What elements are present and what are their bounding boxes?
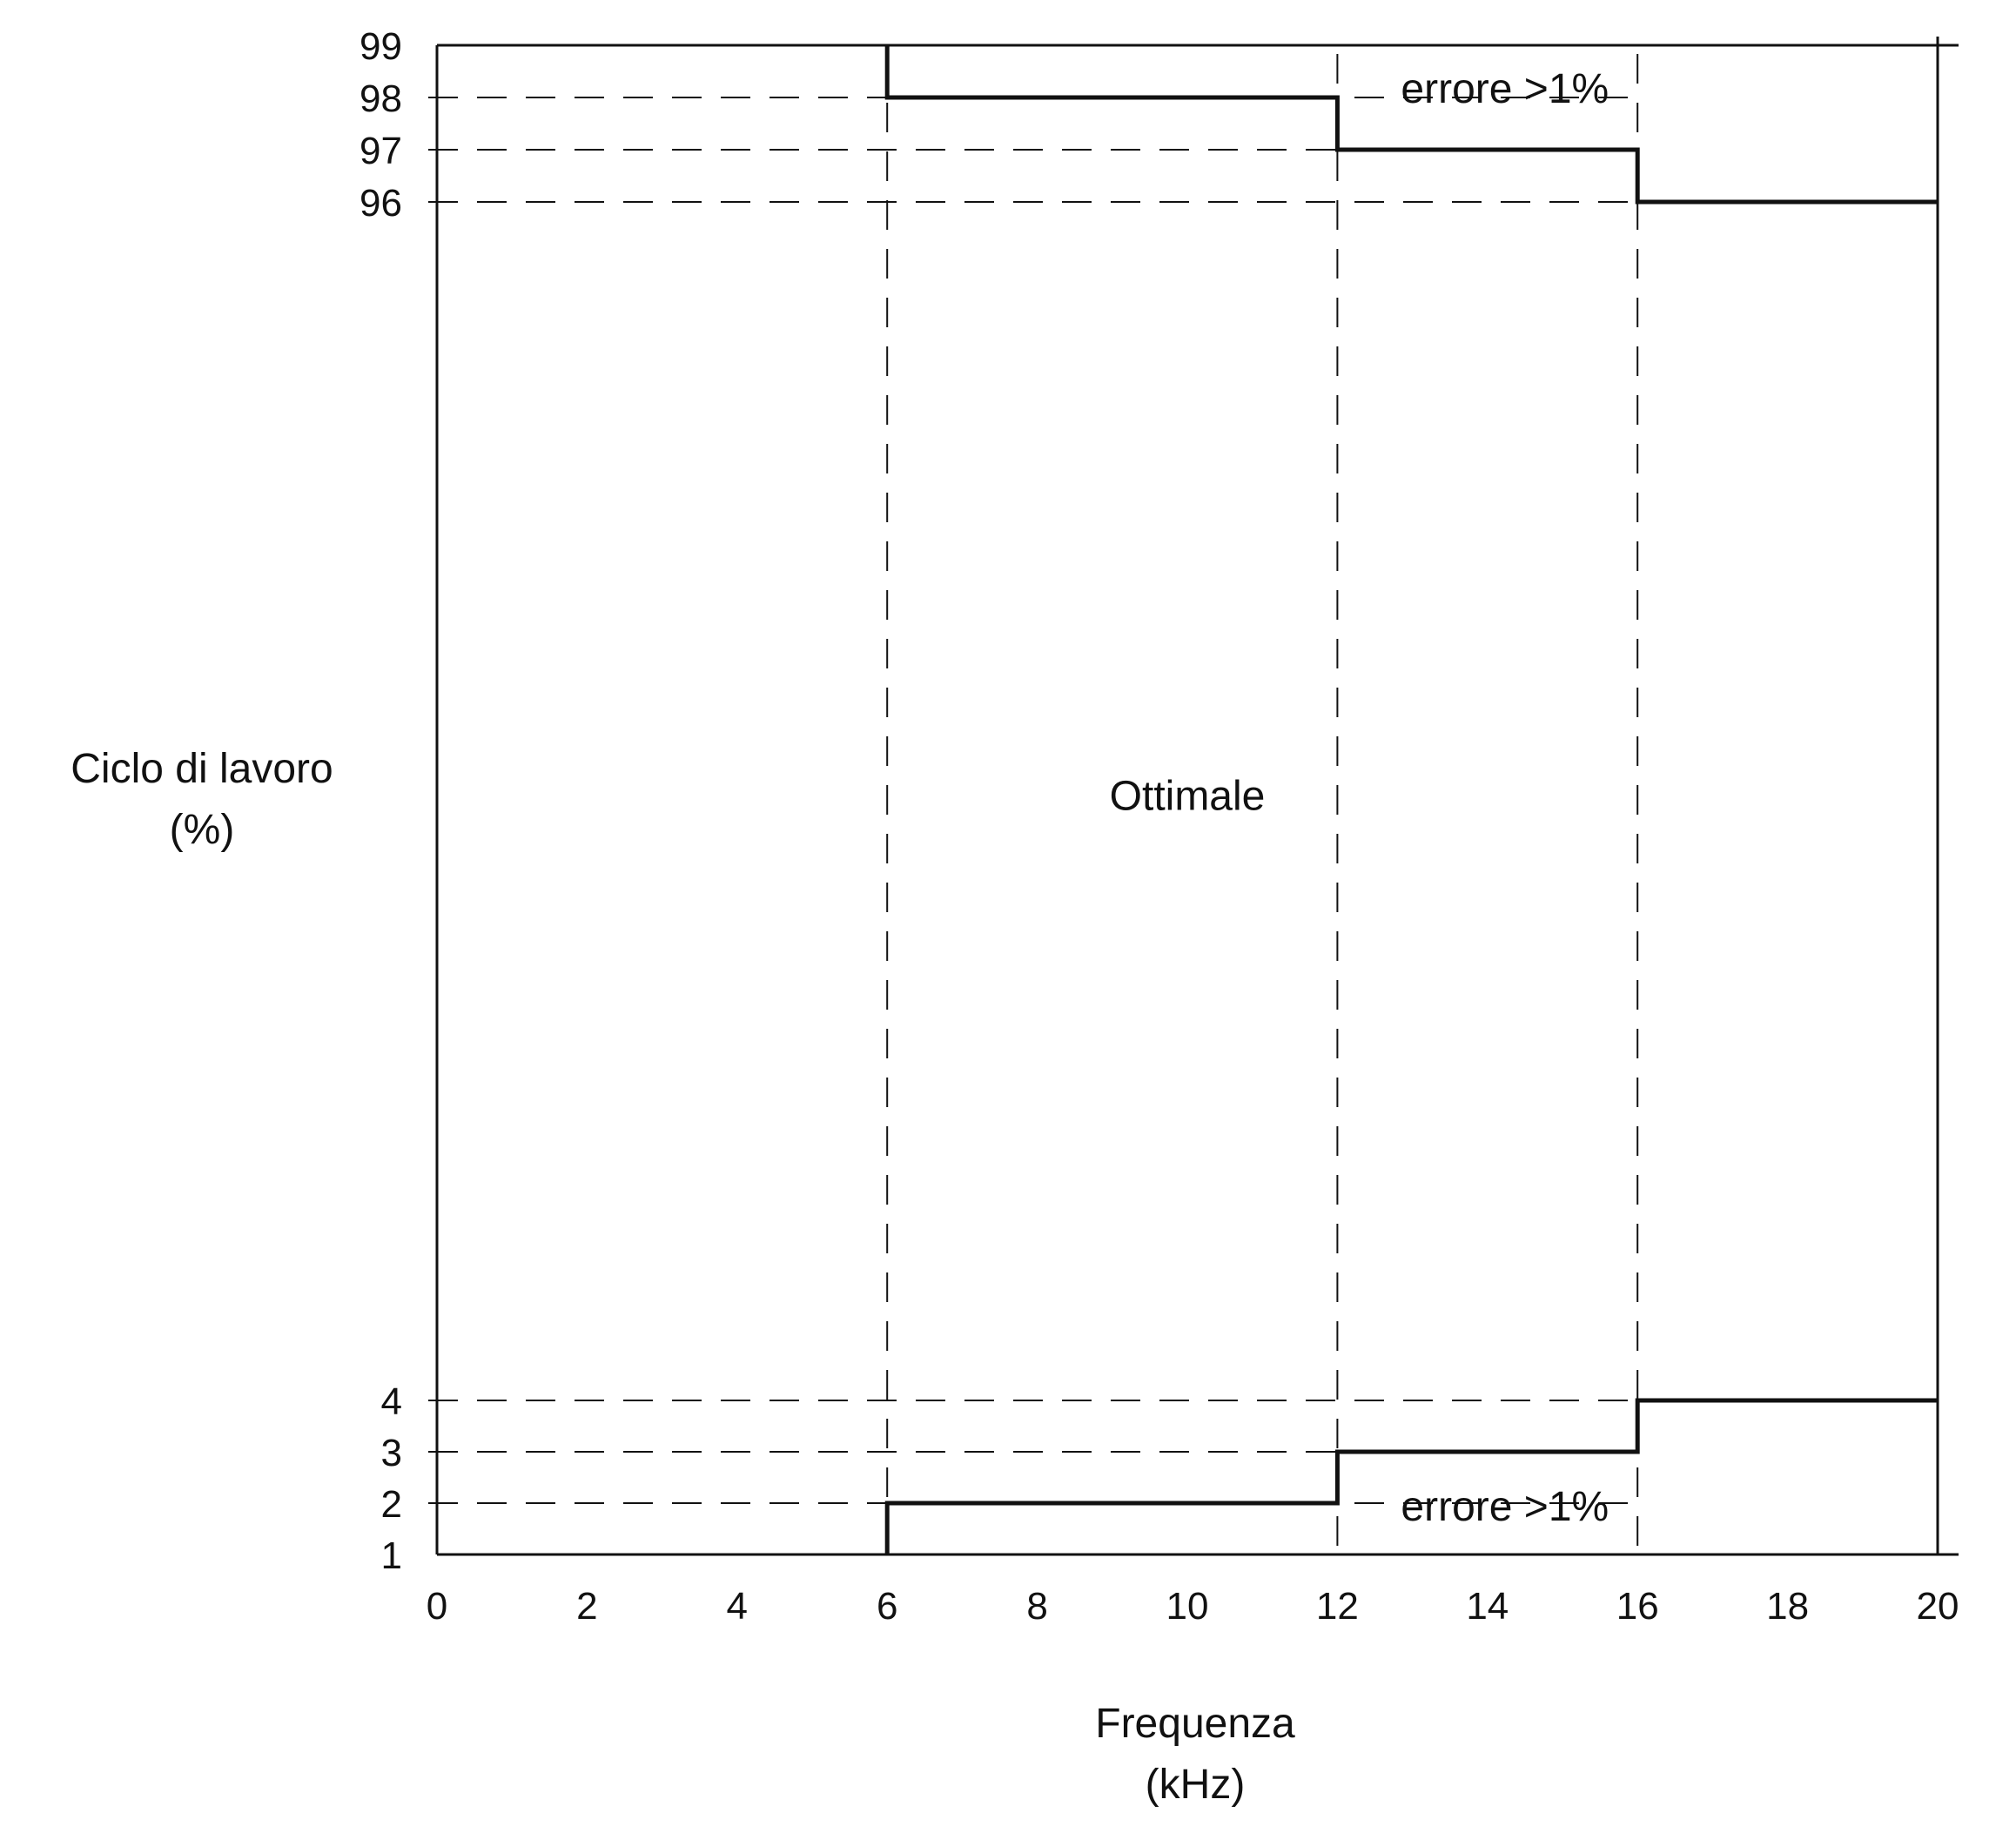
annotation-label: errore >1% <box>1401 1484 1609 1530</box>
x-tick-label: 4 <box>727 1585 748 1628</box>
x-tick-label: 2 <box>576 1585 597 1628</box>
upper-limit-line <box>884 45 1938 205</box>
x-tick-labels: 0 2 4 6 8 10 12 14 16 18 20 <box>427 1585 1959 1628</box>
y-tick-label: 4 <box>381 1380 402 1423</box>
x-axis-title-line-1: Frequenza <box>1095 1701 1295 1747</box>
y-tick-label: 3 <box>381 1432 402 1474</box>
x-tick-label: 20 <box>1917 1585 1959 1628</box>
y-axis-title-line-1: Ciclo di lavoro <box>71 746 333 792</box>
annotation-label: Ottimale <box>1110 774 1266 820</box>
y-tick-label: 1 <box>381 1534 402 1577</box>
x-tick-label: 10 <box>1166 1585 1209 1628</box>
x-tick-label: 0 <box>427 1585 447 1628</box>
y-tick-label: 99 <box>360 25 402 68</box>
axis-titles: Ciclo di lavoro (%) Frequenza (kHz) <box>71 746 1295 1808</box>
chart-annotations: errore >1% Ottimale errore >1% <box>1110 66 1609 1530</box>
annotation-label: errore >1% <box>1401 66 1609 112</box>
x-axis-title-line-2: (kHz) <box>1146 1762 1246 1808</box>
x-tick-label: 16 <box>1616 1585 1659 1628</box>
chart-series <box>884 45 1938 1554</box>
lower-limit-line <box>884 1398 1938 1554</box>
x-tick-label: 14 <box>1466 1585 1509 1628</box>
x-tick-label: 6 <box>877 1585 897 1628</box>
y-axis-title-line-2: (%) <box>170 807 235 853</box>
y-tick-label: 98 <box>360 77 402 120</box>
x-tick-label: 8 <box>1026 1585 1047 1628</box>
y-tick-labels: 1 2 3 4 96 97 98 99 <box>360 25 402 1577</box>
y-tick-label: 96 <box>360 182 402 225</box>
y-tick-label: 2 <box>381 1483 402 1526</box>
reference-guides <box>428 54 1639 1554</box>
x-tick-label: 12 <box>1316 1585 1359 1628</box>
chart-axes <box>435 37 1959 1556</box>
y-tick-label: 97 <box>360 130 402 172</box>
x-tick-label: 18 <box>1766 1585 1809 1628</box>
